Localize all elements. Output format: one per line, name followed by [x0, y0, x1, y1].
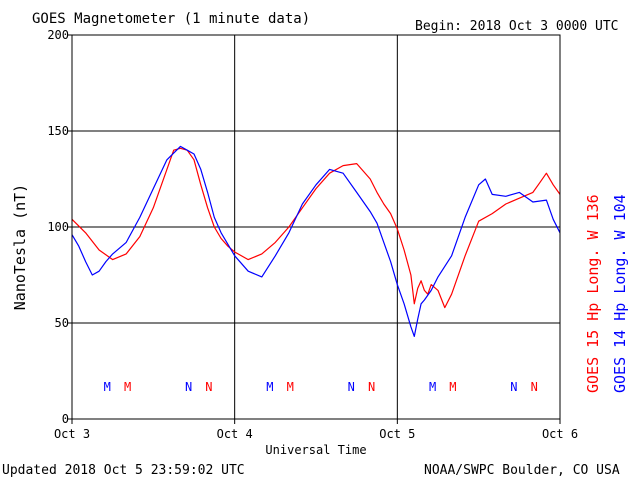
local-midnight-marker: M: [449, 380, 456, 394]
local-midnight-marker: M: [104, 380, 111, 394]
y-tick-label: 150: [47, 124, 69, 138]
legend-goes14: GOES 14 Hp Long. W 104: [611, 194, 629, 393]
series-line-goes15: [71, 147, 561, 309]
x-tick-label: Oct 3: [54, 427, 90, 441]
chart-title: GOES Magnetometer (1 minute data): [32, 11, 310, 27]
y-tick-label: 50: [55, 316, 69, 330]
local-midnight-marker: M: [287, 380, 294, 394]
series-line-goes14: [71, 145, 561, 337]
local-midnight-marker: M: [266, 380, 273, 394]
series-layer: [71, 145, 561, 337]
legend-goes15: GOES 15 Hp Long. W 136: [584, 194, 602, 393]
local-noon-marker: N: [368, 380, 375, 394]
local-noon-marker: N: [531, 380, 538, 394]
local-noon-marker: N: [348, 380, 355, 394]
grid: [72, 35, 560, 419]
local-noon-marker: N: [185, 380, 192, 394]
updated-timestamp: Updated 2018 Oct 5 23:59:02 UTC: [2, 463, 245, 478]
x-tick-label: Oct 5: [379, 427, 415, 441]
x-axis-label: Universal Time: [265, 443, 366, 457]
local-noon-marker: N: [205, 380, 212, 394]
x-tick-label: Oct 4: [217, 427, 253, 441]
local-midnight-marker: M: [429, 380, 436, 394]
x-axis: Oct 3 Oct 4 Oct 5 Oct 6: [54, 419, 578, 441]
y-tick-label: 0: [62, 412, 69, 426]
local-noon-marker: N: [510, 380, 517, 394]
local-midnight-marker: M: [124, 380, 131, 394]
y-tick-label: 200: [47, 28, 69, 42]
source-credit: NOAA/SWPC Boulder, CO USA: [424, 463, 620, 478]
y-tick-label: 100: [47, 220, 69, 234]
x-tick-label: Oct 6: [542, 427, 578, 441]
y-axis-label: NanoTesla (nT): [11, 184, 29, 310]
begin-label: Begin: 2018 Oct 3 0000 UTC: [415, 19, 619, 34]
y-axis: 0 50 100 150 200: [47, 28, 72, 426]
